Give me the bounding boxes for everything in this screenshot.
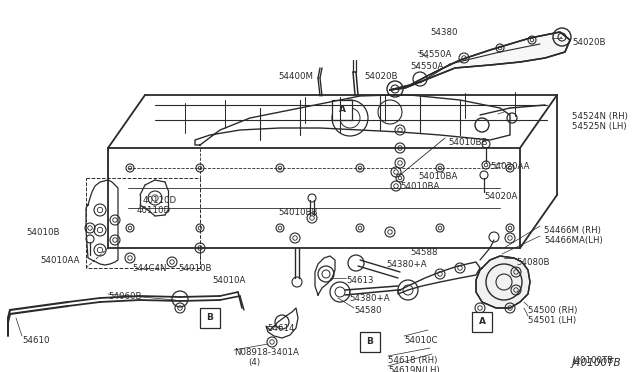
Text: 54500 (RH): 54500 (RH): [528, 306, 577, 315]
Text: 54588: 54588: [410, 248, 438, 257]
Text: 54550A: 54550A: [418, 50, 451, 59]
Text: 54010A: 54010A: [212, 276, 245, 285]
Text: 54613: 54613: [346, 276, 374, 285]
Text: 54010BA: 54010BA: [418, 172, 458, 181]
Text: 54020B: 54020B: [572, 38, 605, 47]
Text: 54619N(LH): 54619N(LH): [388, 366, 440, 372]
Text: J40100TB: J40100TB: [572, 356, 613, 365]
Text: 54610: 54610: [22, 336, 49, 345]
Text: 54524N (RH): 54524N (RH): [572, 112, 628, 121]
Text: 54466MA(LH): 54466MA(LH): [544, 236, 603, 245]
Text: 54501 (LH): 54501 (LH): [528, 316, 576, 325]
Text: 54020A: 54020A: [484, 192, 517, 201]
Text: 54525N (LH): 54525N (LH): [572, 122, 627, 131]
FancyBboxPatch shape: [472, 312, 492, 332]
Text: B: B: [207, 314, 213, 323]
Text: 544C4N: 544C4N: [132, 264, 166, 273]
Text: 54010C: 54010C: [404, 336, 438, 345]
Text: 54466M (RH): 54466M (RH): [544, 226, 601, 235]
Text: 54010B: 54010B: [26, 228, 60, 237]
Text: 54010AA: 54010AA: [40, 256, 79, 265]
Text: 54380+A: 54380+A: [349, 294, 390, 303]
Text: 54010BB: 54010BB: [278, 208, 317, 217]
Text: 54380+A: 54380+A: [386, 260, 427, 269]
Text: A: A: [479, 317, 486, 327]
Text: 54080B: 54080B: [516, 258, 550, 267]
Text: 54550A: 54550A: [410, 62, 444, 71]
Text: (4): (4): [248, 358, 260, 367]
Polygon shape: [476, 256, 530, 308]
Text: 54400M: 54400M: [278, 72, 313, 81]
Text: 40110D: 40110D: [137, 206, 171, 215]
Text: 54380: 54380: [430, 28, 458, 37]
Text: N08918-3401A: N08918-3401A: [234, 348, 299, 357]
Text: A: A: [339, 106, 346, 115]
Polygon shape: [390, 32, 570, 90]
Text: J40100TB: J40100TB: [572, 358, 621, 368]
Text: 54614: 54614: [267, 324, 294, 333]
Text: 54060B: 54060B: [108, 292, 141, 301]
Text: 54010BA: 54010BA: [400, 182, 440, 191]
Text: 54580: 54580: [354, 306, 381, 315]
Text: 40110D: 40110D: [143, 196, 177, 205]
Text: B: B: [367, 337, 373, 346]
FancyBboxPatch shape: [360, 332, 380, 352]
Text: 54618 (RH): 54618 (RH): [388, 356, 437, 365]
Text: 54020B: 54020B: [364, 72, 397, 81]
Text: 54010B: 54010B: [178, 264, 211, 273]
Text: 54010BB: 54010BB: [448, 138, 488, 147]
Text: 54020AA: 54020AA: [490, 162, 529, 171]
FancyBboxPatch shape: [332, 100, 352, 120]
FancyBboxPatch shape: [200, 308, 220, 328]
